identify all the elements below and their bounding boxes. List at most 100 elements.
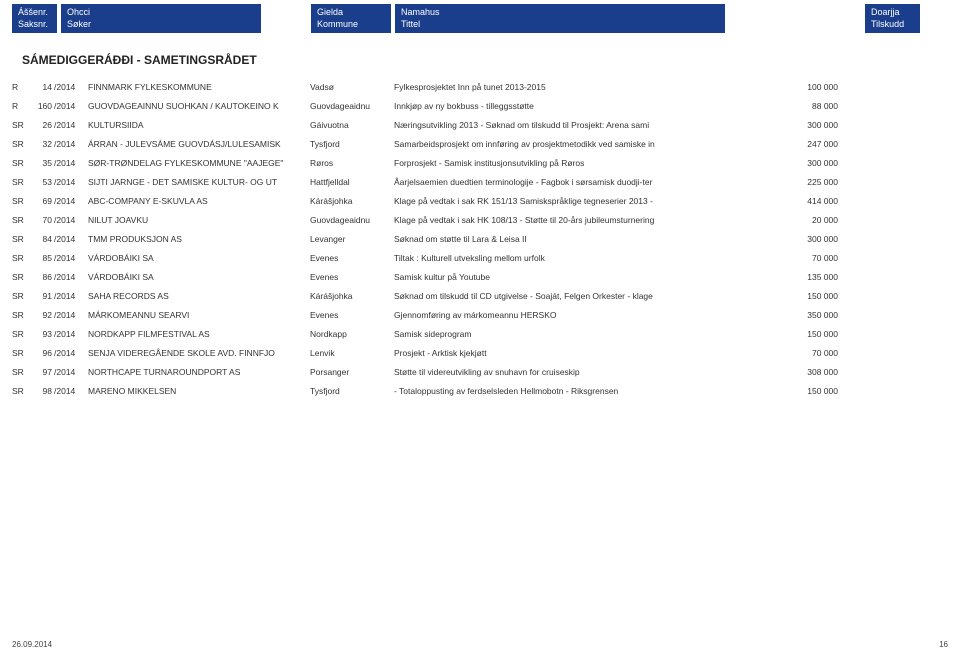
page-footer: 26.09.2014 16 <box>12 640 948 649</box>
cell-number: 14 <box>30 82 52 92</box>
cell-type: SR <box>12 215 30 225</box>
cell-title: Forprosjekt - Samisk institusjonsutvikli… <box>392 158 784 168</box>
cell-amount: 150 000 <box>784 386 840 396</box>
cell-year: /2014 <box>52 215 84 225</box>
cell-year: /2014 <box>52 348 84 358</box>
cell-number: 92 <box>30 310 52 320</box>
header-grant: Doarjja Tilskudd <box>865 4 920 33</box>
cell-year: /2014 <box>52 310 84 320</box>
cell-title: Klage på vedtak i sak HK 108/13 - Støtte… <box>392 215 784 225</box>
cell-number: 35 <box>30 158 52 168</box>
table-row: R14/2014FINNMARK FYLKESKOMMUNEVadsøFylke… <box>12 77 948 96</box>
cell-amount: 300 000 <box>784 158 840 168</box>
table-row: R160/2014GUOVDAGEAINNU SUOHKAN / KAUTOKE… <box>12 96 948 115</box>
cell-type: SR <box>12 310 30 320</box>
page-title: SÁMEDIGGERÁĐĐI - SAMETINGSRÅDET <box>0 39 960 77</box>
cell-amount: 300 000 <box>784 234 840 244</box>
table-row: SR70/2014NILUT JOAVKUGuovdageaidnuKlage … <box>12 210 948 229</box>
cell-number: 84 <box>30 234 52 244</box>
cell-title: Prosjekt - Arktisk kjekjøtt <box>392 348 784 358</box>
cell-number: 69 <box>30 196 52 206</box>
cell-applicant: GUOVDAGEAINNU SUOHKAN / KAUTOKEINO K <box>84 101 308 111</box>
cell-title: - Totaloppusting av ferdselsleden Hellmo… <box>392 386 784 396</box>
cell-year: /2014 <box>52 139 84 149</box>
cell-municipality: Vadsø <box>308 82 392 92</box>
cell-applicant: SENJA VIDEREGÅENDE SKOLE AVD. FINNFJO <box>84 348 308 358</box>
cell-title: Gjennomføring av márkomeannu HERSKO <box>392 310 784 320</box>
header-municipality: Gielda Kommune <box>311 4 391 33</box>
cell-type: SR <box>12 139 30 149</box>
cell-title: Samarbeidsprosjekt om innføring av prosj… <box>392 139 784 149</box>
header-label: Áššenr. <box>18 7 51 19</box>
cell-type: SR <box>12 196 30 206</box>
cell-year: /2014 <box>52 177 84 187</box>
cell-title: Støtte til videreutvikling av snuhavn fo… <box>392 367 784 377</box>
cell-municipality: Gáivuotna <box>308 120 392 130</box>
cell-number: 53 <box>30 177 52 187</box>
cell-type: SR <box>12 120 30 130</box>
cell-applicant: TMM PRODUKSJON AS <box>84 234 308 244</box>
table-row: SR97/2014NORTHCAPE TURNAROUNDPORT ASPors… <box>12 362 948 381</box>
cell-municipality: Røros <box>308 158 392 168</box>
cell-year: /2014 <box>52 253 84 263</box>
cell-applicant: KULTURSIIDA <box>84 120 308 130</box>
cell-number: 160 <box>30 101 52 111</box>
cell-amount: 150 000 <box>784 291 840 301</box>
cell-number: 93 <box>30 329 52 339</box>
header-label: Kommune <box>317 19 385 31</box>
cell-title: Næringsutvikling 2013 - Søknad om tilsku… <box>392 120 784 130</box>
cell-municipality: Nordkapp <box>308 329 392 339</box>
cell-number: 96 <box>30 348 52 358</box>
cell-applicant: SIJTI JARNGE - DET SAMISKE KULTUR- OG UT <box>84 177 308 187</box>
table-row: SR93/2014NORDKAPP FILMFESTIVAL ASNordkap… <box>12 324 948 343</box>
cell-municipality: Evenes <box>308 253 392 263</box>
cell-type: R <box>12 82 30 92</box>
cell-municipality: Evenes <box>308 272 392 282</box>
table-row: SR35/2014SØR-TRØNDELAG FYLKESKOMMUNE "AA… <box>12 153 948 172</box>
cell-title: Søknad om støtte til Lara & Leisa II <box>392 234 784 244</box>
data-rows: R14/2014FINNMARK FYLKESKOMMUNEVadsøFylke… <box>0 77 960 400</box>
cell-amount: 414 000 <box>784 196 840 206</box>
header-title: Namahus Tittel <box>395 4 725 33</box>
cell-type: R <box>12 101 30 111</box>
table-row: SR26/2014KULTURSIIDAGáivuotnaNæringsutvi… <box>12 115 948 134</box>
cell-type: SR <box>12 272 30 282</box>
cell-type: SR <box>12 367 30 377</box>
cell-applicant: ÁRRAN - JULEVSÁME GUOVDÁSJ/LULESAMISK <box>84 139 308 149</box>
table-row: SR53/2014SIJTI JARNGE - DET SAMISKE KULT… <box>12 172 948 191</box>
cell-applicant: VÁRDOBÁIKI SA <box>84 272 308 282</box>
cell-municipality: Kárášjohka <box>308 196 392 206</box>
cell-type: SR <box>12 177 30 187</box>
cell-title: Samisk kultur på Youtube <box>392 272 784 282</box>
cell-applicant: SØR-TRØNDELAG FYLKESKOMMUNE "AAJEGE" <box>84 158 308 168</box>
cell-amount: 350 000 <box>784 310 840 320</box>
cell-number: 26 <box>30 120 52 130</box>
cell-number: 98 <box>30 386 52 396</box>
cell-municipality: Tysfjord <box>308 139 392 149</box>
cell-amount: 247 000 <box>784 139 840 149</box>
cell-type: SR <box>12 348 30 358</box>
cell-municipality: Levanger <box>308 234 392 244</box>
cell-amount: 70 000 <box>784 253 840 263</box>
table-row: SR32/2014ÁRRAN - JULEVSÁME GUOVDÁSJ/LULE… <box>12 134 948 153</box>
cell-number: 70 <box>30 215 52 225</box>
cell-number: 97 <box>30 367 52 377</box>
cell-title: Klage på vedtak i sak RK 151/13 Samisksp… <box>392 196 784 206</box>
cell-year: /2014 <box>52 329 84 339</box>
cell-year: /2014 <box>52 386 84 396</box>
cell-municipality: Guovdageaidnu <box>308 101 392 111</box>
cell-municipality: Kárášjohka <box>308 291 392 301</box>
cell-year: /2014 <box>52 367 84 377</box>
table-row: SR69/2014ABC-COMPANY E-SKUVLA ASKárášjoh… <box>12 191 948 210</box>
cell-applicant: NORTHCAPE TURNAROUNDPORT AS <box>84 367 308 377</box>
cell-title: Innkjøp av ny bokbuss - tilleggsstøtte <box>392 101 784 111</box>
cell-applicant: NILUT JOAVKU <box>84 215 308 225</box>
table-row: SR98/2014MARENO MIKKELSENTysfjord- Total… <box>12 381 948 400</box>
cell-title: Åarjelsaemien duedtien terminologije - F… <box>392 177 784 187</box>
cell-type: SR <box>12 291 30 301</box>
cell-year: /2014 <box>52 196 84 206</box>
header-label: Saksnr. <box>18 19 51 31</box>
cell-title: Samisk sideprogram <box>392 329 784 339</box>
header-label: Tilskudd <box>871 19 914 31</box>
cell-title: Tiltak : Kulturell utveksling mellom urf… <box>392 253 784 263</box>
